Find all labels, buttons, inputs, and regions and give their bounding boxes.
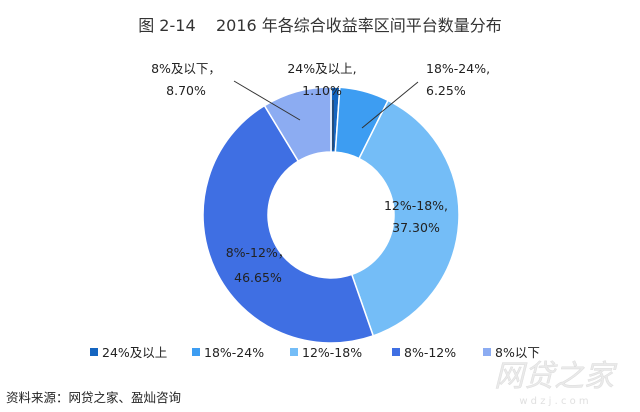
data-label-24pct-value: 1.10% [302,83,342,98]
legend-item-1: 18%-24% [204,345,264,360]
data-label-8pct-12pct-value: 46.65% [234,270,282,285]
watermark-logo: 网贷之家 w d z j . c o m [494,359,618,407]
svg-text:网贷之家: 网贷之家 [494,359,618,394]
legend-item-2: 12%-18% [302,345,362,360]
legend-swatch-1 [192,348,200,356]
legend-swatch-0 [90,348,98,356]
leader-line-8pct-below [233,80,301,121]
slice-4 [263,86,332,163]
data-label-12pct-18pct-value: 37.30% [392,220,440,235]
slice-3 [202,104,375,344]
legend-swatch-2 [290,348,298,356]
legend-swatch-3 [392,348,400,356]
source-note: 资料来源：网贷之家、盈灿咨询 [6,390,182,405]
data-label-8pct-value: 8.70% [166,83,206,98]
data-label-8pct-12pct-name: 8%-12%， [226,245,291,260]
data-label-24pct-name: 24%及以上, [287,61,356,76]
data-label-18pct-24pct-value: 6.25% [426,83,466,98]
slice-2 [350,99,460,337]
data-label-18pct-24pct-name: 18%-24%, [426,61,490,76]
svg-text:w d z j . c o m: w d z j . c o m [519,396,588,407]
data-label-12pct-18pct-name: 12%-18%, [384,198,448,213]
legend-item-4: 8%以下 [495,345,540,360]
leader-line-18-24 [361,81,419,129]
legend-swatch-4 [483,348,491,356]
legend-item-3: 8%-12% [404,345,456,360]
chart-title: 图 2-14 2016 年各综合收益率区间平台数量分布 [138,16,502,35]
data-label-8pct-name: 8%及以下， [151,61,221,76]
legend-item-0: 24%及以上 [102,345,167,360]
